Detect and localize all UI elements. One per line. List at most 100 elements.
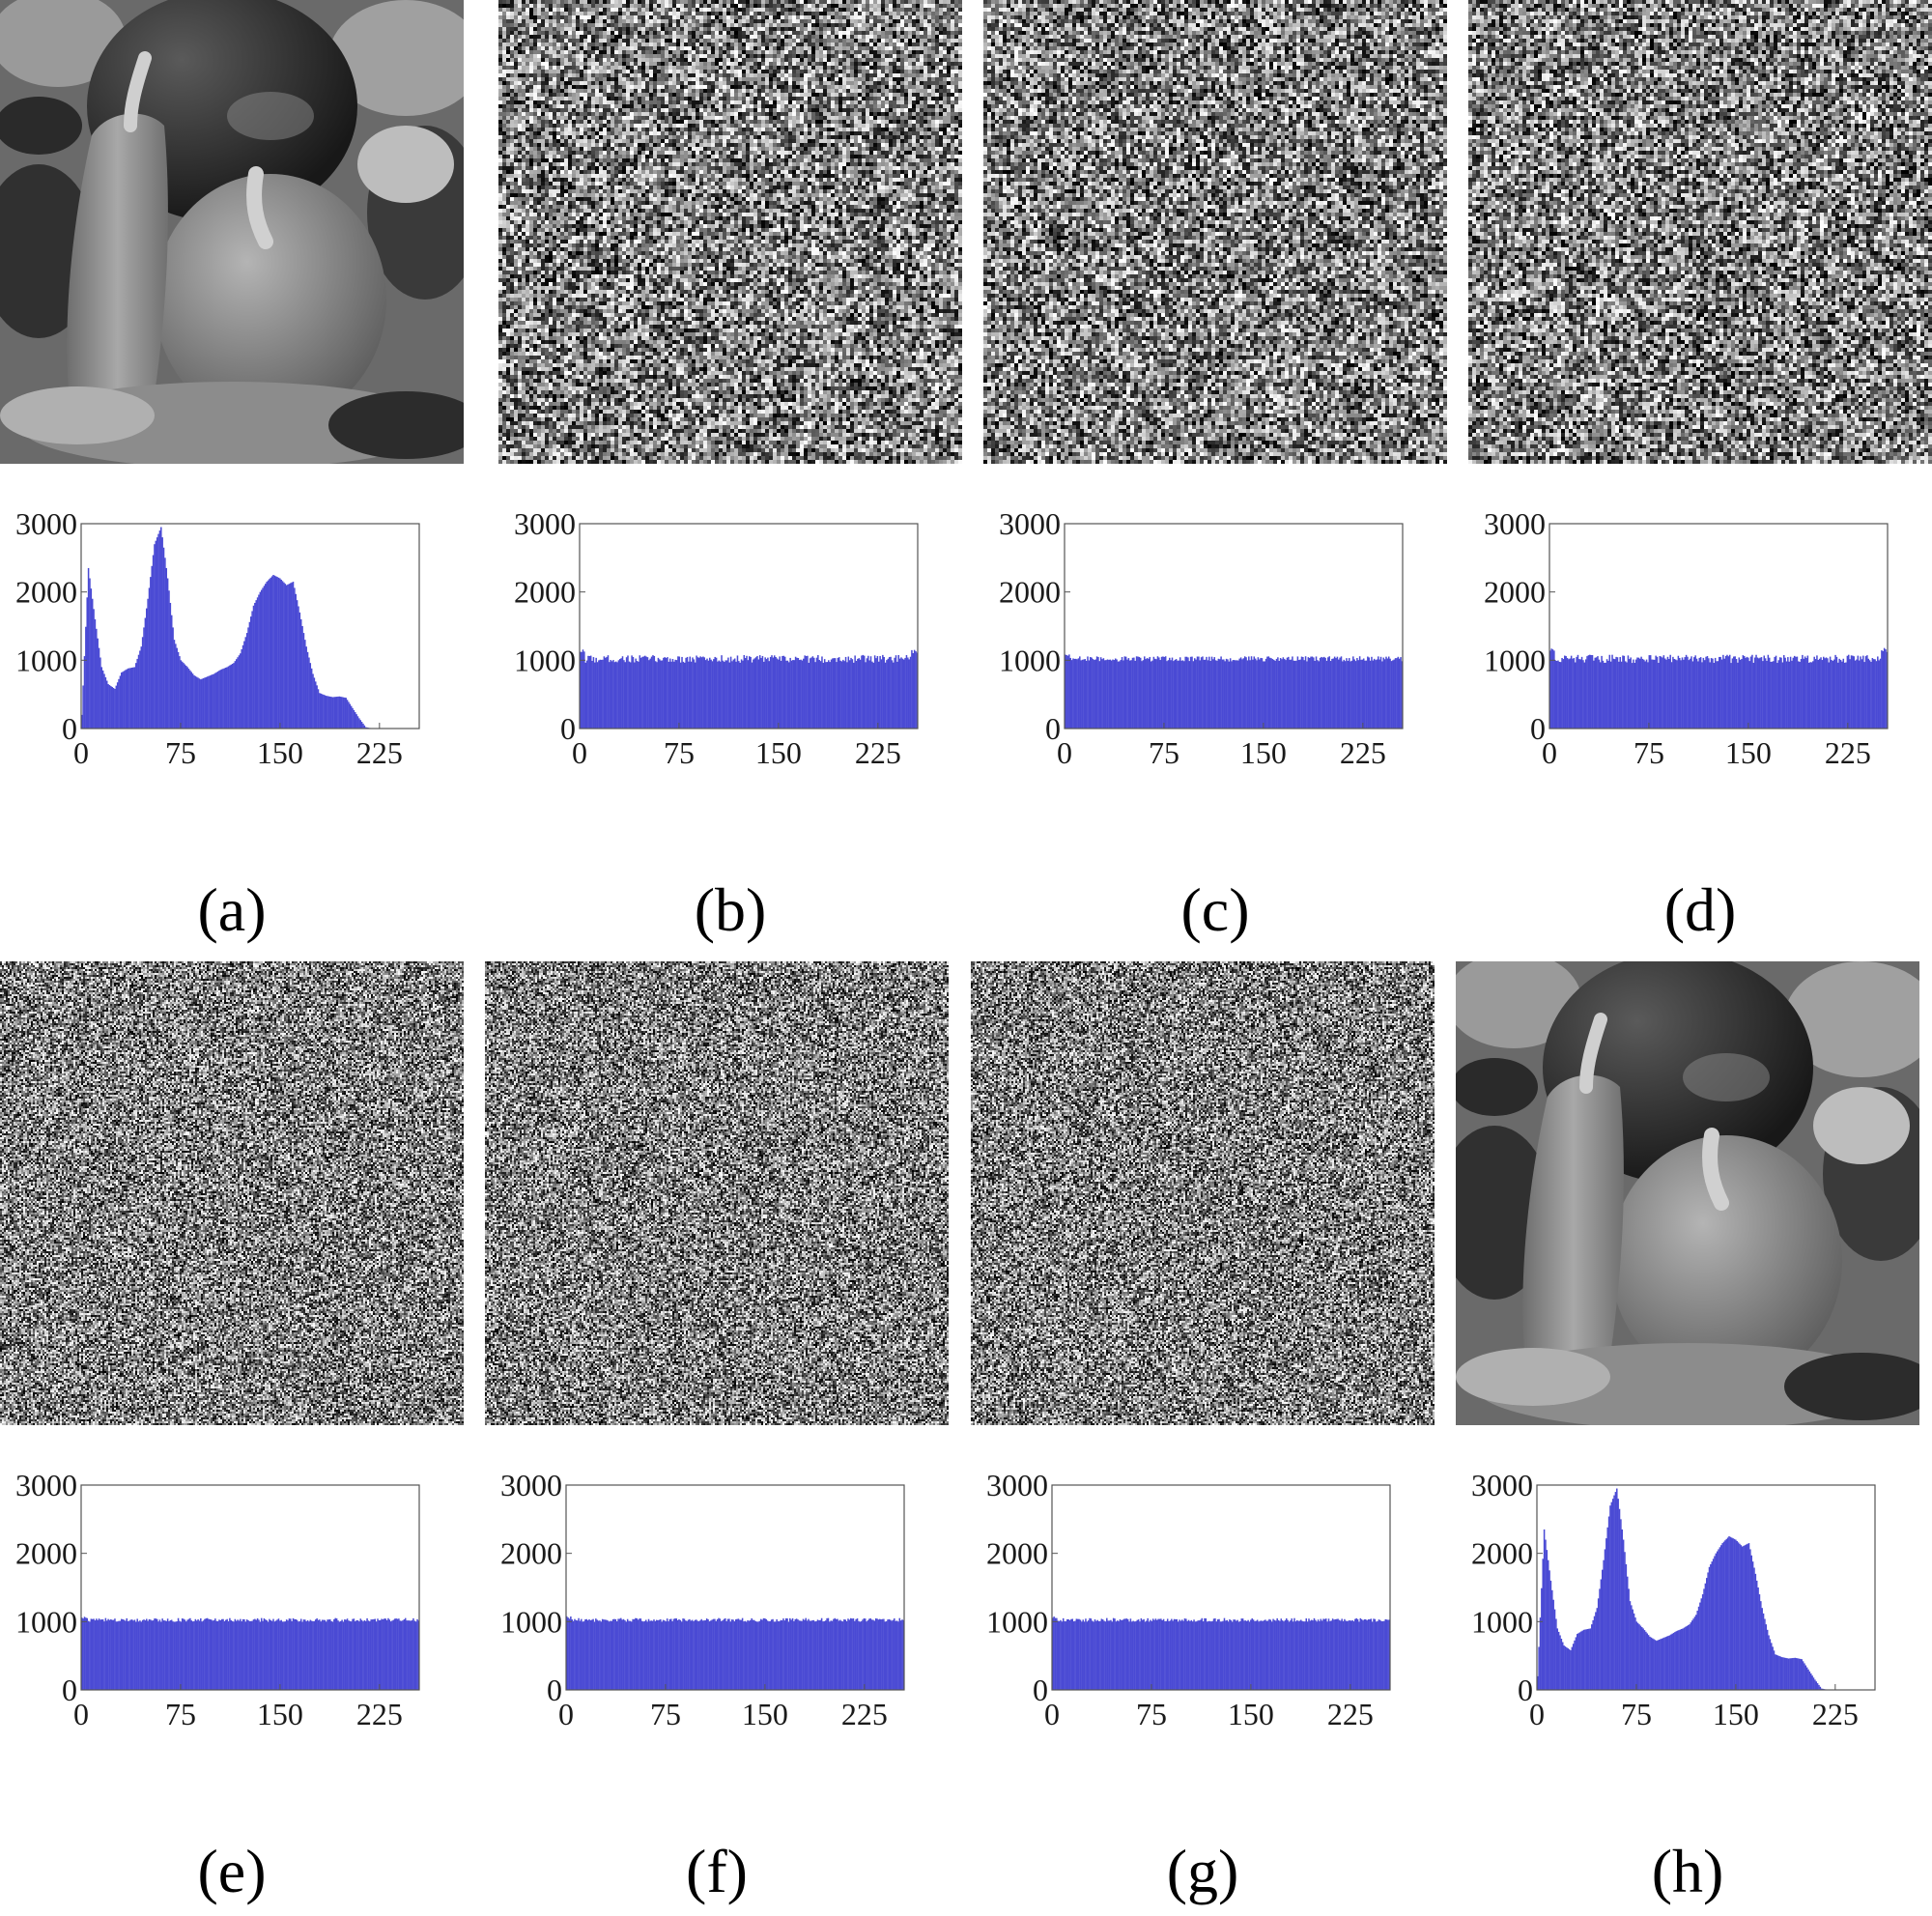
histogram-bar [703, 657, 706, 729]
histogram-bar [266, 582, 268, 729]
histogram-bar [166, 578, 169, 729]
histogram-bar [1748, 661, 1750, 729]
histogram-bar [1080, 660, 1082, 729]
histogram-bar [614, 661, 617, 729]
histogram-bar [690, 661, 693, 729]
histogram-bar [868, 1618, 870, 1690]
histogram-bar [132, 1620, 134, 1690]
histogram-bar [187, 1618, 190, 1690]
histogram-bar [353, 1618, 355, 1690]
histogram-bar [1185, 656, 1188, 729]
histogram-bar [699, 1620, 701, 1690]
histogram-bar [737, 1618, 740, 1690]
histogram-bar [122, 1619, 124, 1690]
histogram-bar [885, 1620, 888, 1690]
histogram-bar [1734, 656, 1736, 729]
histogram-bar [1551, 649, 1554, 729]
histogram-bar [703, 1620, 705, 1690]
histogram-bar [186, 667, 188, 729]
histogram-bar [133, 1619, 136, 1690]
histogram-bar [172, 627, 174, 729]
histogram-bar [1875, 661, 1878, 729]
histogram-bar [748, 1620, 751, 1690]
histogram-bar [1304, 1621, 1306, 1690]
histogram-bar [1308, 1618, 1310, 1690]
histogram-bar [362, 1621, 364, 1690]
histogram-bar [1807, 1669, 1809, 1690]
histogram-bar [1292, 656, 1293, 729]
histogram-bar [762, 1617, 765, 1690]
histogram-bar [334, 1617, 337, 1690]
histogram-bar [757, 1621, 759, 1690]
histogram-bar [599, 1620, 601, 1690]
histogram-bar [338, 1621, 341, 1690]
histogram-bar [1212, 1618, 1215, 1690]
histogram-bar [1366, 1620, 1368, 1690]
histogram-bar [1167, 660, 1170, 729]
histogram-bar [1746, 656, 1748, 729]
histogram-bar [641, 656, 643, 729]
histogram-bar [223, 1620, 226, 1690]
histogram-bar [604, 657, 607, 729]
histogram-bar [1727, 656, 1730, 729]
histogram-bar [1292, 1621, 1294, 1690]
histogram-bar [738, 661, 740, 729]
histogram-bar [1090, 1618, 1093, 1690]
histogram-bar [248, 1620, 251, 1690]
histogram-bar [1217, 658, 1220, 729]
histogram-bar [729, 656, 732, 729]
histogram-bar [719, 661, 722, 729]
histogram-bar [1062, 1617, 1065, 1690]
histogram-bar [809, 1620, 811, 1690]
cipher-image-f [485, 961, 949, 1425]
histogram-bar [905, 655, 908, 729]
histogram-bar [828, 660, 830, 729]
histogram-bar [218, 1619, 220, 1690]
histogram-bar [902, 659, 905, 729]
histogram-bar [400, 1620, 403, 1690]
histogram-bar [197, 1619, 199, 1690]
histogram-bar [843, 661, 845, 729]
histogram-bar [123, 1619, 126, 1690]
histogram-bar [1729, 1536, 1732, 1690]
histogram-bar [255, 600, 257, 729]
histogram-bar [1400, 657, 1402, 729]
histogram-bar [1370, 1618, 1373, 1690]
histogram-bar [125, 670, 127, 729]
histogram-bar [793, 660, 795, 729]
histogram-bar [724, 1617, 726, 1690]
histogram-bar [1299, 659, 1301, 729]
histogram-bar [1270, 1621, 1273, 1690]
histogram-bar [338, 696, 341, 729]
histogram-bar [833, 1618, 835, 1690]
histogram-bar [1649, 1636, 1651, 1690]
histogram-bar [611, 1620, 612, 1690]
histogram-bar [1543, 1529, 1546, 1690]
histogram-bar [1124, 1618, 1126, 1690]
histogram-bar [1083, 1621, 1086, 1690]
histogram-bar [215, 672, 217, 729]
histogram-bar [1612, 658, 1615, 729]
histogram-bar [619, 659, 621, 729]
histogram-bar [808, 1618, 810, 1690]
histogram-bar [1164, 656, 1167, 729]
histogram-bar [1755, 654, 1757, 729]
histogram-bar [1625, 1563, 1628, 1690]
histogram-bar [628, 661, 631, 729]
histogram-bar [628, 1620, 630, 1690]
histogram-bar [345, 1619, 347, 1690]
histogram-bar [417, 1620, 420, 1690]
x-tick-label: 75 [1621, 1697, 1652, 1731]
histogram-bar [1632, 1609, 1634, 1690]
histogram-bar [772, 1618, 774, 1690]
histogram-bar [668, 1618, 671, 1690]
histogram-bar [829, 1621, 831, 1690]
histogram-bar [1656, 656, 1659, 729]
histogram-bar [1791, 1658, 1794, 1690]
histogram-bar [1595, 657, 1598, 729]
histogram-bar [604, 1619, 607, 1690]
histogram-bar [1639, 1625, 1642, 1690]
histogram-bar [852, 1618, 855, 1690]
histogram-bar [829, 662, 831, 729]
